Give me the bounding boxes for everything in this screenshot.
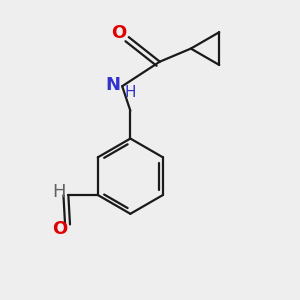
Text: N: N xyxy=(105,76,120,94)
Text: O: O xyxy=(111,24,126,42)
Text: O: O xyxy=(52,220,68,238)
Text: H: H xyxy=(124,85,136,100)
Text: H: H xyxy=(52,183,66,201)
